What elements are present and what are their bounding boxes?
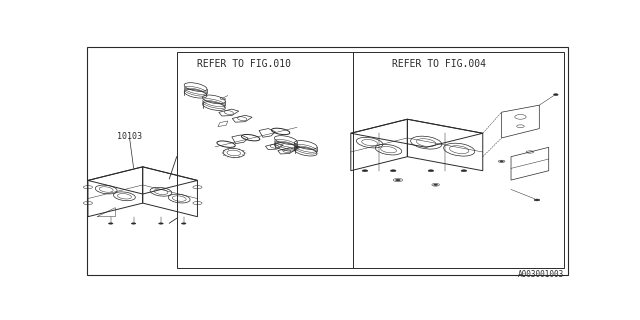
Bar [177,52,564,268]
Text: REFER TO FIG.004: REFER TO FIG.004 [392,59,486,69]
Text: REFER TO FIG.010: REFER TO FIG.010 [196,59,291,69]
Ellipse shape [390,170,396,172]
Ellipse shape [461,170,467,172]
Ellipse shape [159,223,163,224]
Ellipse shape [396,179,400,181]
Text: 10103: 10103 [117,132,142,141]
Ellipse shape [108,223,113,224]
Ellipse shape [428,170,434,172]
Ellipse shape [182,223,186,224]
Ellipse shape [362,170,368,172]
Ellipse shape [434,184,438,186]
Ellipse shape [534,199,540,201]
Ellipse shape [554,94,558,96]
Ellipse shape [500,161,503,162]
Text: A003001003: A003001003 [518,270,564,279]
Ellipse shape [131,223,136,224]
